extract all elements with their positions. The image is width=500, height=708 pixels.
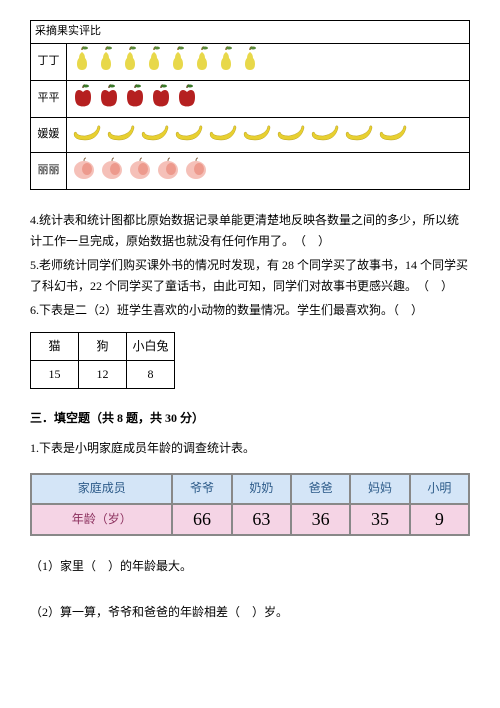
pear-icon: [215, 46, 237, 78]
row-fruits-1: [67, 80, 470, 117]
animal-h-2: 小白兔: [127, 333, 175, 361]
age-v-1: 63: [232, 504, 291, 535]
apple-icon: [175, 83, 199, 115]
banana-icon: [343, 120, 375, 150]
fruit-table-title: 采摘果实评比: [31, 21, 470, 44]
banana-icon: [207, 120, 239, 150]
pear-icon: [71, 46, 93, 78]
peach-icon: [155, 155, 181, 187]
sub-question-2: （2）算一算，爷爷和爸爸的年龄相差（ ）岁。: [30, 602, 470, 622]
peach-icon: [99, 155, 125, 187]
banana-icon: [105, 120, 137, 150]
banana-icon: [377, 120, 409, 150]
banana-icon: [309, 120, 341, 150]
pear-icon: [119, 46, 141, 78]
age-h-4: 妈妈: [350, 474, 409, 504]
peach-icon: [127, 155, 153, 187]
age-h-3: 爸爸: [291, 474, 350, 504]
question-5: 5.老师统计同学们购买课外书的情况时发现，有 28 个同学买了故事书，14 个同…: [30, 255, 470, 296]
age-v-0: 66: [172, 504, 231, 535]
row-fruits-0: [67, 43, 470, 80]
peach-icon: [71, 155, 97, 187]
pear-icon: [191, 46, 213, 78]
animal-table: 猫 狗 小白兔 15 12 8: [30, 332, 175, 389]
row-fruits-3: [67, 153, 470, 190]
pear-icon: [167, 46, 189, 78]
age-h-0: 家庭成员: [31, 474, 172, 504]
question-4: 4.统计表和统计图都比原始数据记录单能更清楚地反映各数量之间的多少，所以统计工作…: [30, 210, 470, 251]
apple-icon: [123, 83, 147, 115]
banana-icon: [139, 120, 171, 150]
age-table: 家庭成员 爷爷 奶奶 爸爸 妈妈 小明 年龄（岁） 66 63 36 35 9: [30, 473, 470, 536]
age-v-2: 36: [291, 504, 350, 535]
banana-icon: [275, 120, 307, 150]
question-6: 6.下表是二（2）班学生喜欢的小动物的数量情况。学生们最喜欢狗。（ ）: [30, 300, 470, 320]
apple-icon: [149, 83, 173, 115]
animal-v-0: 15: [31, 361, 79, 389]
section-3-title: 三．填空题（共 8 题，共 30 分）: [30, 409, 470, 428]
animal-v-2: 8: [127, 361, 175, 389]
age-h-1: 爷爷: [172, 474, 231, 504]
row-name-3: 丽丽: [31, 153, 67, 190]
age-v-3: 35: [350, 504, 409, 535]
apple-icon: [71, 83, 95, 115]
row-name-2: 媛媛: [31, 117, 67, 152]
fruit-comparison-table: 采摘果实评比 丁丁 平平 媛媛 丽丽: [30, 20, 470, 190]
animal-h-1: 狗: [79, 333, 127, 361]
age-h-5: 小明: [410, 474, 469, 504]
age-row-label: 年龄（岁）: [31, 504, 172, 535]
age-h-2: 奶奶: [232, 474, 291, 504]
banana-icon: [71, 120, 103, 150]
animal-h-0: 猫: [31, 333, 79, 361]
question-3-1: 1.下表是小明家庭成员年龄的调查统计表。: [30, 438, 470, 458]
age-v-4: 9: [410, 504, 469, 535]
peach-icon: [183, 155, 209, 187]
pear-icon: [239, 46, 261, 78]
row-fruits-2: [67, 117, 470, 152]
sub-question-1: （1）家里（ ）的年龄最大。: [30, 556, 470, 576]
animal-v-1: 12: [79, 361, 127, 389]
row-name-0: 丁丁: [31, 43, 67, 80]
row-name-1: 平平: [31, 80, 67, 117]
pear-icon: [95, 46, 117, 78]
banana-icon: [173, 120, 205, 150]
pear-icon: [143, 46, 165, 78]
banana-icon: [241, 120, 273, 150]
apple-icon: [97, 83, 121, 115]
